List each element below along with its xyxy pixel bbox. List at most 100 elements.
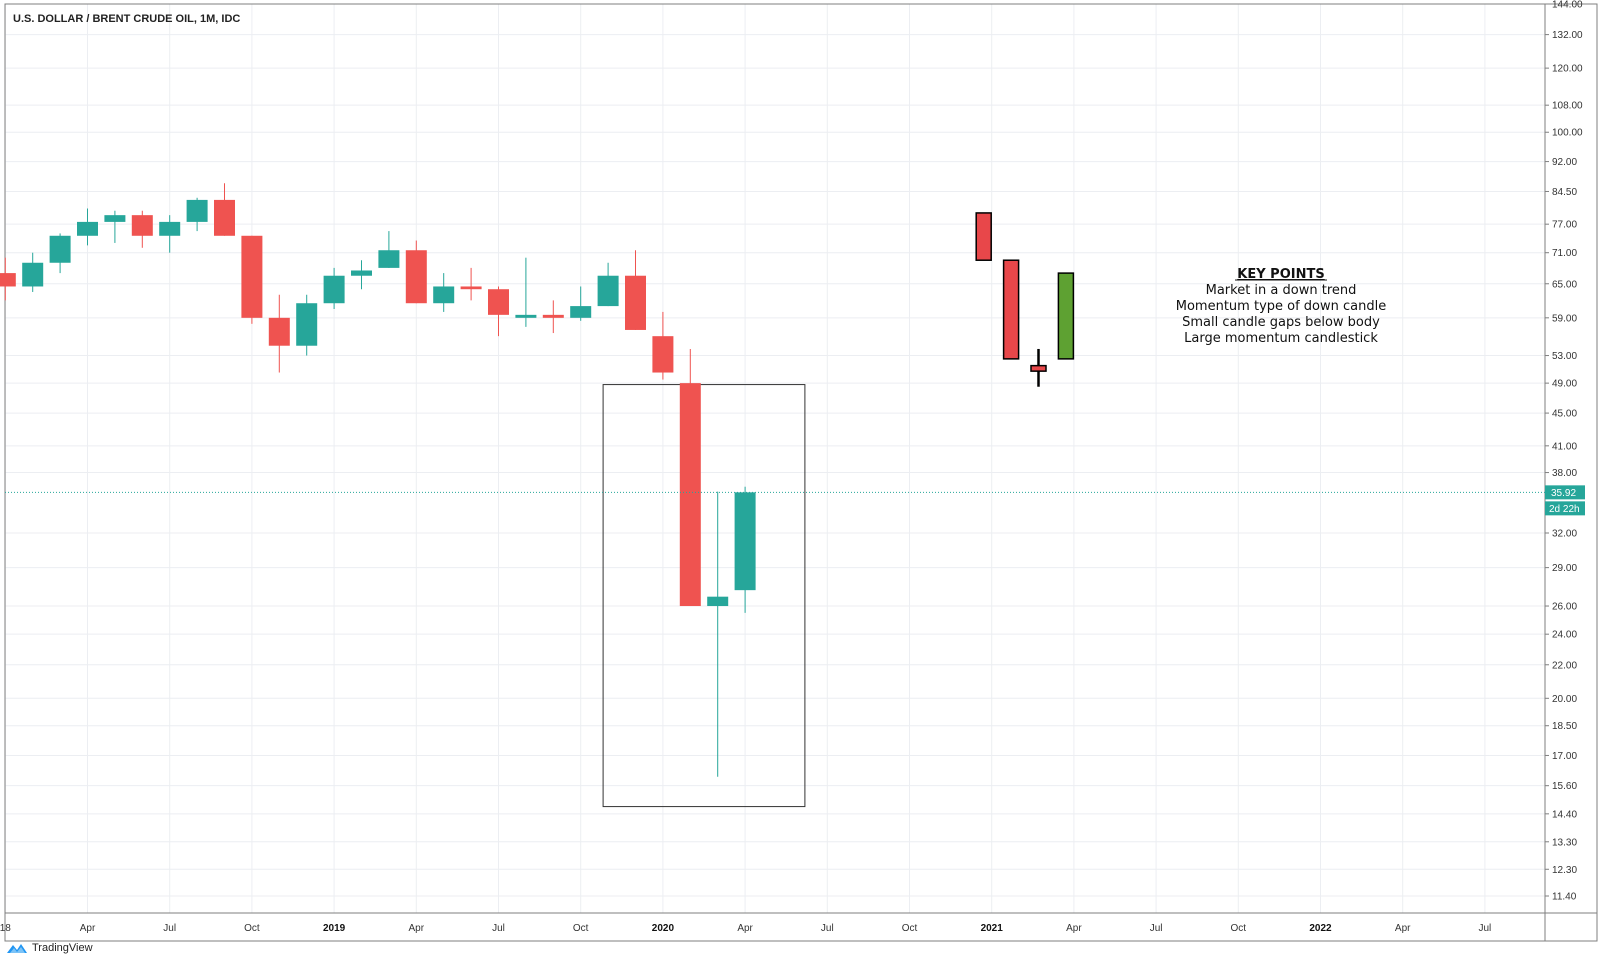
candle-body bbox=[268, 317, 290, 346]
candle-body bbox=[542, 314, 564, 318]
candle-body bbox=[77, 221, 98, 236]
time-tick-label: Apr bbox=[1066, 923, 1082, 934]
key-point-line: Market in a down trend bbox=[1206, 283, 1357, 298]
time-tick-label: Apr bbox=[737, 923, 753, 934]
price-tick-label: 11.40 bbox=[1552, 892, 1577, 903]
time-tick-label: Apr bbox=[1395, 923, 1411, 934]
candle-body bbox=[570, 306, 592, 318]
illustration-body bbox=[1057, 272, 1075, 360]
key-points-title: KEY POINTS bbox=[1237, 267, 1324, 282]
candle-body bbox=[323, 275, 345, 304]
price-tick-label: 26.00 bbox=[1552, 602, 1577, 613]
candle-body bbox=[460, 286, 482, 290]
time-tick-label: Jul bbox=[1479, 923, 1492, 934]
price-tick-label: 13.30 bbox=[1552, 837, 1577, 848]
candle-body bbox=[679, 383, 701, 607]
last-price-badge bbox=[1545, 485, 1585, 500]
countdown-badge bbox=[1545, 501, 1585, 516]
time-tick-label: 2022 bbox=[1309, 923, 1332, 934]
candles bbox=[0, 183, 756, 777]
price-tick-label: 100.00 bbox=[1552, 128, 1583, 139]
key-point-line: Large momentum candlestick bbox=[1184, 331, 1378, 346]
price-tick-label: 20.00 bbox=[1552, 694, 1577, 705]
price-tick-label: 41.00 bbox=[1552, 441, 1577, 452]
price-tick-label: 22.00 bbox=[1552, 660, 1577, 671]
price-tick-label: 132.00 bbox=[1552, 30, 1583, 41]
price-tick-label: 53.00 bbox=[1552, 351, 1577, 362]
price-tick-label: 15.60 bbox=[1552, 781, 1577, 792]
illustration-body bbox=[975, 212, 992, 261]
time-tick-label: Oct bbox=[573, 923, 589, 934]
candle-body bbox=[159, 221, 181, 236]
time-tick-label: Jul bbox=[163, 923, 176, 934]
price-tick-label: 32.00 bbox=[1552, 528, 1577, 539]
price-tick-label: 45.00 bbox=[1552, 409, 1577, 420]
candle-body bbox=[49, 235, 71, 263]
candle-body bbox=[625, 275, 646, 330]
candle-body bbox=[515, 314, 537, 318]
key-point-line: Small candle gaps below body bbox=[1182, 315, 1380, 330]
price-tick-label: 84.50 bbox=[1552, 187, 1577, 198]
candle-body bbox=[22, 262, 44, 287]
candle-body bbox=[405, 250, 427, 304]
candle-body bbox=[734, 492, 756, 591]
chart-title: U.S. DOLLAR / BRENT CRUDE OIL, 1M, IDC bbox=[13, 13, 240, 25]
price-tick-label: 59.00 bbox=[1552, 313, 1577, 324]
time-tick-label: Jul bbox=[821, 923, 834, 934]
time-tick-label: 18 bbox=[0, 923, 11, 934]
last-price-label: 35.92 bbox=[1551, 488, 1576, 499]
candle-body bbox=[131, 215, 153, 236]
candle-body bbox=[104, 215, 126, 222]
candle-body bbox=[707, 596, 729, 607]
price-tick-label: 12.30 bbox=[1552, 865, 1577, 876]
price-tick-label: 120.00 bbox=[1552, 64, 1583, 75]
time-tick-label: Apr bbox=[80, 923, 96, 934]
price-tick-label: 29.00 bbox=[1552, 563, 1577, 574]
price-tick-label: 24.00 bbox=[1552, 630, 1577, 641]
price-tick-label: 17.00 bbox=[1552, 751, 1577, 762]
footer: TradingView bbox=[6, 938, 93, 958]
price-tick-label: 14.40 bbox=[1552, 809, 1577, 820]
candle-body bbox=[351, 270, 372, 276]
time-tick-label: 2019 bbox=[323, 923, 346, 934]
candle-body bbox=[186, 199, 208, 222]
price-tick-label: 108.00 bbox=[1552, 101, 1583, 112]
tradingview-brand[interactable]: TradingView bbox=[32, 942, 93, 954]
key-point-line: Momentum type of down candle bbox=[1176, 299, 1386, 314]
key-points: KEY POINTS Market in a down trend Moment… bbox=[1176, 267, 1386, 346]
time-tick-label: 2020 bbox=[652, 923, 675, 934]
candle-body bbox=[0, 273, 16, 287]
time-tick-label: Oct bbox=[1231, 923, 1247, 934]
price-tick-label: 49.00 bbox=[1552, 379, 1577, 390]
last-price-group: 35.92 2d 22h bbox=[5, 485, 1585, 516]
price-tick-label: 71.00 bbox=[1552, 248, 1577, 259]
candle-body bbox=[378, 250, 400, 268]
time-tick-label: 2021 bbox=[981, 923, 1004, 934]
candle-body bbox=[488, 289, 509, 315]
price-tick-label: 92.00 bbox=[1552, 157, 1577, 168]
price-tick-label: 38.00 bbox=[1552, 468, 1577, 479]
time-tick-label: Apr bbox=[409, 923, 425, 934]
time-tick-label: Jul bbox=[492, 923, 505, 934]
highlight-box-group bbox=[602, 384, 806, 808]
illustration-body bbox=[1030, 364, 1047, 372]
countdown-label: 2d 22h bbox=[1549, 504, 1580, 515]
time-tick-label: Oct bbox=[902, 923, 918, 934]
price-tick-label: 77.00 bbox=[1552, 220, 1577, 231]
grid bbox=[4, 3, 1545, 913]
price-axis: 144.00 132.00 120.00 108.00 100.00 92.00 84.50… bbox=[1545, 0, 1583, 903]
candle-body bbox=[241, 235, 263, 318]
highlight-box bbox=[602, 384, 806, 808]
tradingview-logo-icon[interactable] bbox=[6, 941, 28, 955]
price-tick-label: 144.00 bbox=[1552, 0, 1583, 11]
candle-body bbox=[296, 303, 318, 346]
time-axis: 18 Apr Jul Oct 2019 Apr Jul Oct 2020 Apr Jul Oct 202… bbox=[0, 923, 1491, 934]
price-tick-label: 18.50 bbox=[1552, 721, 1577, 732]
illustration-body bbox=[1002, 259, 1020, 360]
plot-border bbox=[4, 3, 1598, 942]
candle-body bbox=[597, 275, 619, 307]
candle-body bbox=[433, 286, 455, 304]
candle-body bbox=[214, 199, 235, 236]
candle-body bbox=[652, 336, 674, 373]
